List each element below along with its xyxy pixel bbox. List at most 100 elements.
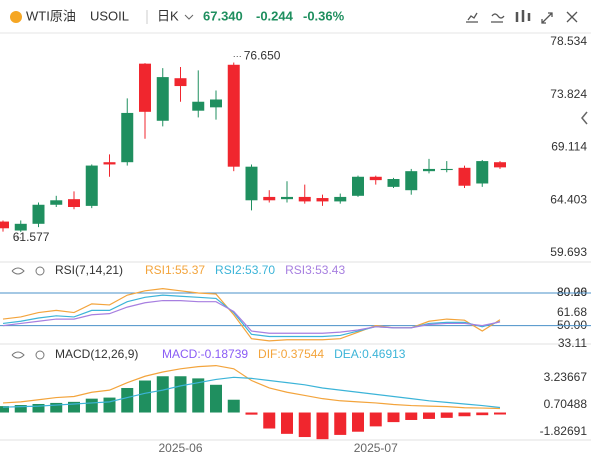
macd-bar [32,403,45,413]
y-tick-label: 50.00 [557,318,587,332]
candle-body [352,176,364,196]
y-tick-label: 73.824 [550,87,587,101]
y-tick-label: 0.70488 [544,397,588,411]
y-tick-label: -1.82691 [540,424,588,438]
symbol-name[interactable]: WTI原油 [26,8,76,23]
visibility-icon[interactable] [11,351,25,359]
macd-bar [476,412,489,416]
macd-bar [245,412,258,415]
candle-body [32,204,45,224]
visibility-icon[interactable] [11,267,25,275]
macd-bar [103,397,116,413]
settings-icon[interactable] [35,350,45,360]
macd-bar [68,401,80,413]
symbol-code[interactable]: USOIL [90,8,129,23]
macd-bar [174,376,187,413]
period[interactable]: 日K [157,8,179,23]
rsi-title: RSI(7,14,21) [55,263,123,277]
max-label: 76.650 [244,49,281,63]
candle-body [68,199,80,208]
y-tick-label: 80.00 [557,285,587,299]
close-button[interactable] [566,11,578,23]
candle-body [494,162,506,168]
macd-bar [139,380,151,413]
macd-bar [352,412,364,432]
candle-body [334,196,347,202]
candle-body [405,171,418,191]
candle-body [139,63,151,112]
collapse-arrow[interactable] [581,111,588,125]
macd-bar [298,412,311,438]
macd-bar [263,412,276,429]
macd-bar [85,398,98,413]
symbol-icon [10,11,22,23]
draw-button[interactable] [491,13,505,23]
candle-body [227,64,240,167]
macd-bar [334,412,347,435]
macd-bar [14,405,27,413]
candle-body [476,161,489,184]
indicator-button[interactable] [466,12,478,23]
candle-body [174,78,187,87]
fullscreen-button[interactable] [541,12,553,24]
macd-bar [121,387,134,413]
candle-body [245,166,258,201]
y-tick-label: 33.11 [558,336,587,350]
y-tick-label: 64.403 [550,192,587,206]
macd-line [2,376,501,409]
legend-entry: DIF:0.37544 [258,347,324,361]
candle-body [387,179,400,187]
macd-bar [281,412,293,434]
price-change: -0.244 [256,8,294,23]
min-label: 61.577 [13,230,50,244]
candle-body [156,77,169,121]
candle-body [281,196,293,200]
period-dropdown[interactable] [184,14,194,20]
candle-body [121,112,134,163]
macd-bar [405,412,418,420]
candle-body [50,200,63,205]
candle-body [298,196,311,202]
macd-bar [50,402,63,413]
legend-entry: MACD:-0.18739 [162,347,248,361]
price-change-pct: -0.36% [303,8,345,23]
y-tick-label: 61.68 [557,305,587,319]
rsi-line [2,288,501,342]
x-tick-label: 2025-07 [354,441,398,455]
macd-line [2,364,501,410]
y-tick-label: 59.693 [550,245,587,259]
rsi-line [2,299,501,334]
legend-entry: DEA:0.46913 [334,347,406,361]
macd-bar [210,384,222,413]
candle-body [458,167,471,186]
chart-type-button[interactable] [515,10,531,22]
macd-title: MACD(12,26,9) [55,347,138,361]
candle-body [369,176,382,181]
macd-bar [192,378,205,413]
candle-body [210,99,222,108]
candle-body [263,196,276,201]
candle-body [0,221,9,229]
macd-bar [316,412,329,440]
legend-entry: RSI2:53.70 [215,263,275,277]
macd-bar [227,399,240,413]
candle-body [85,165,98,206]
y-tick-label: 69.114 [551,140,587,154]
y-tick-label: 3.23667 [544,370,588,384]
candle-body [103,162,116,165]
macd-bar [369,412,382,427]
y-tick-label: 80.26 [557,285,587,299]
macd-bar [440,412,453,418]
macd-bar [0,406,9,413]
macd-bar [458,412,471,417]
y-tick-label: 78.534 [550,34,587,48]
legend-entry: RSI3:53.43 [285,263,345,277]
macd-bar [156,376,169,413]
candle-body [316,198,329,202]
candle-body [14,223,27,231]
macd-bar [387,412,400,423]
settings-icon[interactable] [35,266,45,276]
x-tick-label: 2025-06 [158,441,202,455]
